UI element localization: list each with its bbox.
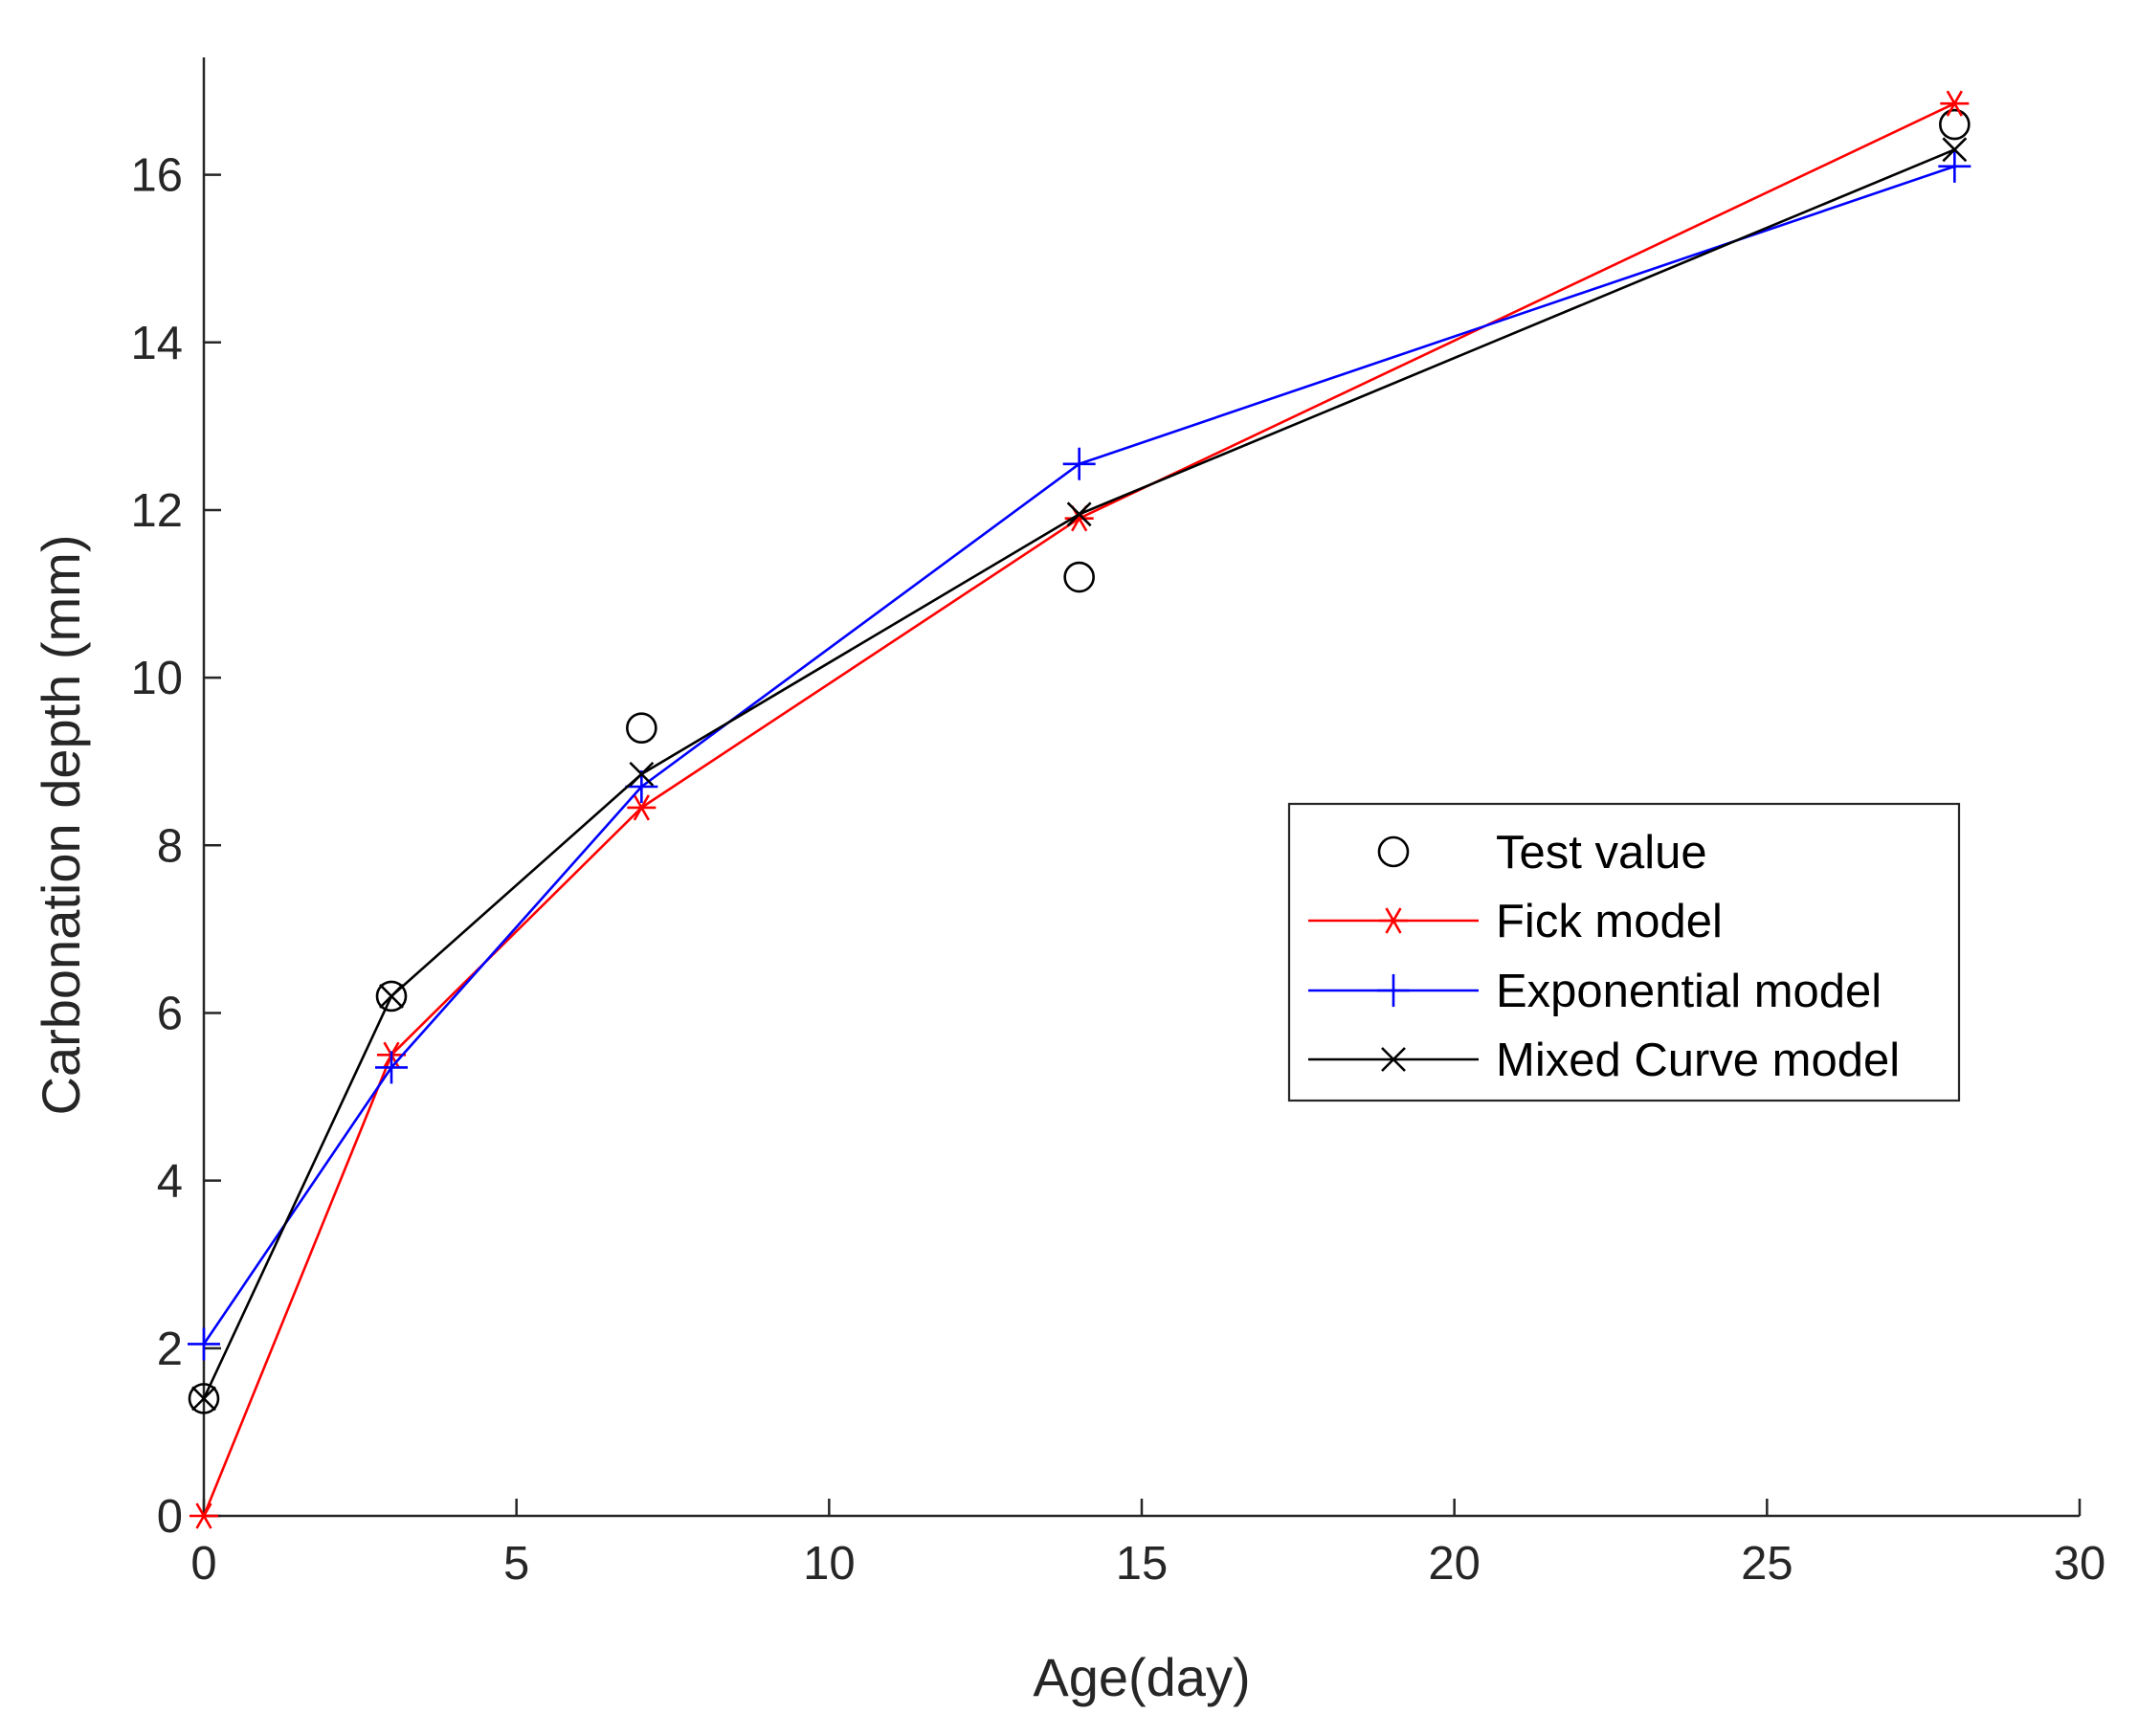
legend-entry: Fick model — [1308, 896, 1723, 947]
data-point — [375, 980, 408, 1013]
x-tick-label: 5 — [503, 1538, 529, 1590]
data-point — [188, 1383, 220, 1414]
legend-entry: Mixed Curve model — [1308, 1035, 1900, 1086]
y-tick-label: 10 — [130, 653, 183, 704]
x-tick-label: 20 — [1428, 1538, 1481, 1590]
legend-label: Fick model — [1496, 896, 1723, 947]
legend-marker — [1377, 974, 1410, 1007]
plot-series — [188, 90, 1971, 1529]
data-point — [627, 794, 657, 821]
data-point — [1063, 561, 1095, 593]
data-point — [1066, 501, 1092, 527]
x-tick-label: 0 — [190, 1538, 216, 1590]
data-point — [1942, 137, 1968, 163]
legend-label: Test value — [1496, 827, 1707, 879]
data-point — [1939, 108, 1971, 141]
series-exponential-model — [188, 149, 1971, 1361]
data-point — [188, 1327, 220, 1361]
x-tick-label: 10 — [803, 1538, 856, 1590]
y-tick-label: 14 — [130, 318, 183, 369]
legend-entry: Exponential model — [1308, 966, 1882, 1017]
data-point — [1938, 149, 1971, 183]
data-point — [626, 712, 657, 744]
legend-marker — [1379, 907, 1408, 934]
y-tick-label: 6 — [157, 988, 183, 1039]
legend-label: Exponential model — [1496, 966, 1882, 1017]
y-tick-label: 8 — [157, 820, 183, 872]
x-tick-label: 15 — [1116, 1538, 1169, 1590]
data-point — [1062, 447, 1096, 480]
legend: Test value Fick model Exponential model Mix… — [1287, 802, 1961, 1102]
series-test-value — [188, 108, 1971, 1414]
data-point — [189, 1502, 218, 1529]
y-tick-label: 2 — [157, 1324, 183, 1375]
legend-label: Mixed Curve model — [1496, 1035, 1900, 1086]
legend-marker — [1381, 1047, 1406, 1072]
x-tick-label: 30 — [2054, 1538, 2106, 1590]
series-mixed-curve-model — [191, 137, 1968, 1412]
data-point — [191, 1386, 216, 1412]
data-point — [629, 761, 655, 787]
series-fick-model — [189, 90, 1970, 1529]
data-point — [375, 1051, 408, 1084]
legend-entry: Test value — [1377, 827, 1707, 879]
x-axis-label: Age(day) — [1033, 1647, 1250, 1707]
data-point — [379, 984, 404, 1009]
legend-marker — [1377, 835, 1410, 868]
y-tick-label: 0 — [157, 1491, 183, 1543]
data-point — [1940, 90, 1970, 117]
axes: 0 5 10 15 20 25 30 0 2 4 6 8 10 12 14 16 — [130, 57, 2105, 1590]
y-axis-label: Carbonation depth (mm) — [31, 535, 91, 1116]
x-tick-label: 25 — [1741, 1538, 1793, 1590]
y-tick-label: 4 — [157, 1156, 183, 1208]
y-tick-label: 16 — [130, 150, 183, 202]
y-tick-label: 12 — [130, 485, 183, 537]
